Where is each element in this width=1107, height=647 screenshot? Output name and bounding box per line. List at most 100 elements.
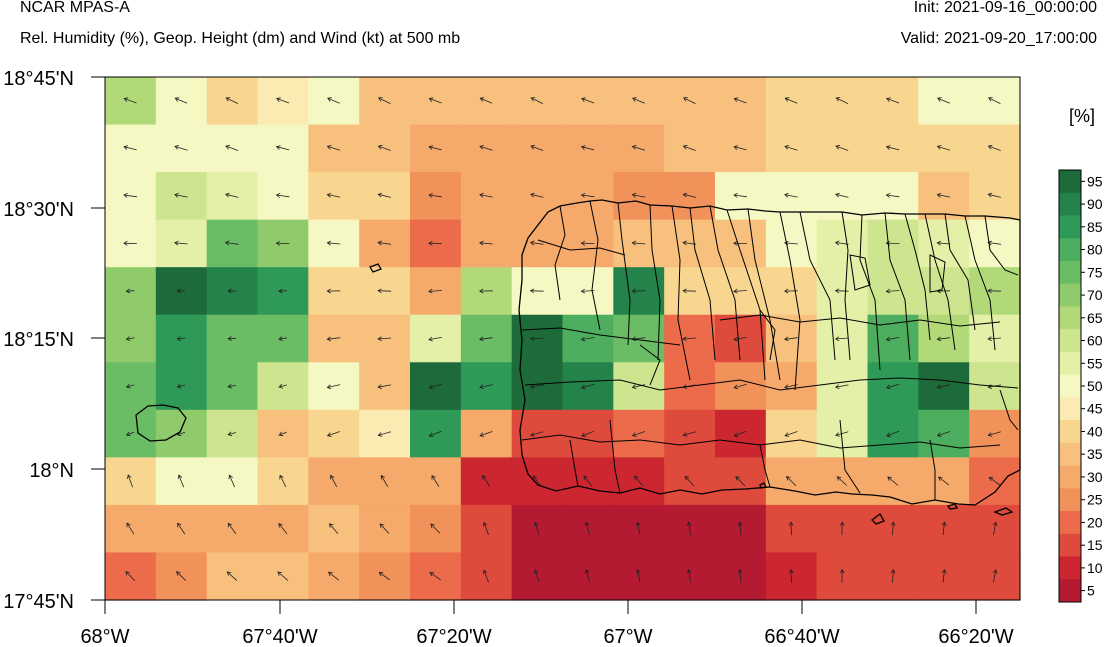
- wind-arrow: [583, 475, 593, 487]
- colorbar-swatch: [1059, 442, 1081, 467]
- wind-arrow: [530, 97, 544, 104]
- wind-arrow: [378, 571, 391, 581]
- lon-label: 67°20'W: [416, 626, 491, 647]
- wind-arrow: [784, 145, 798, 151]
- wind-arrow: [227, 288, 237, 294]
- wind-arrow: [885, 193, 900, 198]
- wind-arrow: [937, 97, 950, 104]
- colorbar-swatch: [1059, 238, 1081, 262]
- wind-arrow: [479, 336, 493, 342]
- wind-arrow: [430, 523, 441, 534]
- wind-arrow: [941, 569, 947, 583]
- wind-arrow: [682, 431, 696, 437]
- colorbar-label: 70: [1087, 287, 1103, 303]
- wind-arrow: [225, 192, 239, 198]
- wind-arrow: [836, 476, 848, 486]
- wind-arrow: [580, 193, 595, 198]
- wind-arrow: [834, 240, 849, 246]
- wind-arrow: [733, 336, 747, 342]
- wind-arrow: [227, 383, 237, 389]
- wind-arrow: [580, 336, 595, 342]
- wind-arrow: [224, 240, 239, 246]
- colorbar-swatch: [1059, 170, 1081, 194]
- wind-arrow: [886, 430, 900, 438]
- wind-arrow: [123, 97, 137, 104]
- wind-arrow: [329, 523, 339, 534]
- wind-arrow: [686, 569, 692, 583]
- wind-arrow: [635, 569, 641, 583]
- wind-arrow: [936, 431, 951, 437]
- wind-arrow: [532, 475, 542, 487]
- wind-arrow: [275, 240, 290, 246]
- wind-arrow: [479, 240, 493, 246]
- wind-arrow: [228, 474, 236, 488]
- wind-arrow: [834, 288, 849, 294]
- colorbar-swatch: [1059, 488, 1081, 512]
- wind-arrow: [227, 522, 237, 535]
- wind-arrow: [887, 476, 899, 486]
- wind-arrow: [174, 145, 188, 151]
- wind-arrow: [174, 192, 188, 198]
- wind-arrow: [886, 97, 900, 104]
- caja-de-muerto: [871, 513, 885, 525]
- wind-arrow: [784, 431, 798, 437]
- colorbar-label: 40: [1087, 424, 1103, 440]
- wind-arrow: [733, 383, 747, 390]
- wind-arrow: [176, 571, 187, 581]
- wind-arrow: [123, 145, 137, 151]
- wind-arrow: [326, 240, 341, 246]
- wind-arrow: [529, 336, 544, 342]
- wind-arrow: [479, 192, 493, 198]
- wind-arrow: [177, 474, 185, 488]
- wind-arrow: [127, 474, 133, 488]
- puerto-rico-coastline: [518, 199, 1021, 506]
- wind-arrow: [377, 336, 392, 342]
- wind-arrow: [631, 384, 646, 390]
- wind-arrow: [580, 145, 595, 151]
- wind-arrow: [835, 97, 849, 104]
- map-subtitle: Rel. Humidity (%), Geop. Height (dm) and…: [20, 30, 461, 47]
- lon-label: 67°W: [603, 626, 652, 647]
- colorbar-swatch: [1059, 420, 1081, 444]
- wind-arrow: [278, 522, 288, 535]
- wind-arrow: [123, 240, 137, 246]
- south-cays: [759, 482, 1014, 516]
- wind-arrow: [429, 572, 442, 581]
- wind-arrow: [275, 193, 290, 198]
- wind-arrow: [226, 571, 238, 581]
- colorbar-label: 20: [1087, 514, 1103, 530]
- lat-label: 18°N: [29, 460, 74, 482]
- init-time: Init: 2021-09-16_00:00:00: [913, 0, 1097, 16]
- wind-arrow: [176, 336, 186, 341]
- wind-arrow: [428, 193, 442, 198]
- lon-label: 68°W: [80, 626, 129, 647]
- wind-vectors: [123, 97, 1002, 583]
- wind-arrow: [377, 384, 392, 389]
- wind-arrow: [377, 192, 391, 198]
- wind-arrow: [936, 336, 951, 342]
- wind-arrow: [784, 192, 798, 198]
- wind-arrow: [326, 192, 341, 198]
- wind-arrow: [682, 336, 697, 342]
- wind-arrow: [733, 145, 747, 151]
- wind-arrow: [890, 568, 896, 583]
- wind-arrow: [326, 431, 341, 437]
- wind-arrow: [835, 144, 849, 151]
- wind-arrow: [788, 568, 794, 583]
- wind-arrow: [788, 521, 794, 536]
- wind-arrow: [125, 571, 136, 582]
- wind-arrow: [479, 431, 493, 437]
- lon-label: 66°20'W: [938, 626, 1013, 647]
- mona-island: [135, 404, 187, 442]
- wind-arrow: [987, 336, 1002, 342]
- colorbar-swatch: [1059, 465, 1081, 489]
- wind-arrow: [174, 97, 188, 104]
- lon-label: 67°40'W: [242, 626, 317, 647]
- wind-arrow: [682, 192, 696, 198]
- wind-arrow: [682, 97, 696, 104]
- wind-arrow: [580, 240, 595, 246]
- wind-arrow: [530, 431, 544, 437]
- wind-arrow: [987, 192, 1001, 198]
- wind-arrow: [835, 192, 849, 198]
- wind-arrow: [126, 522, 135, 535]
